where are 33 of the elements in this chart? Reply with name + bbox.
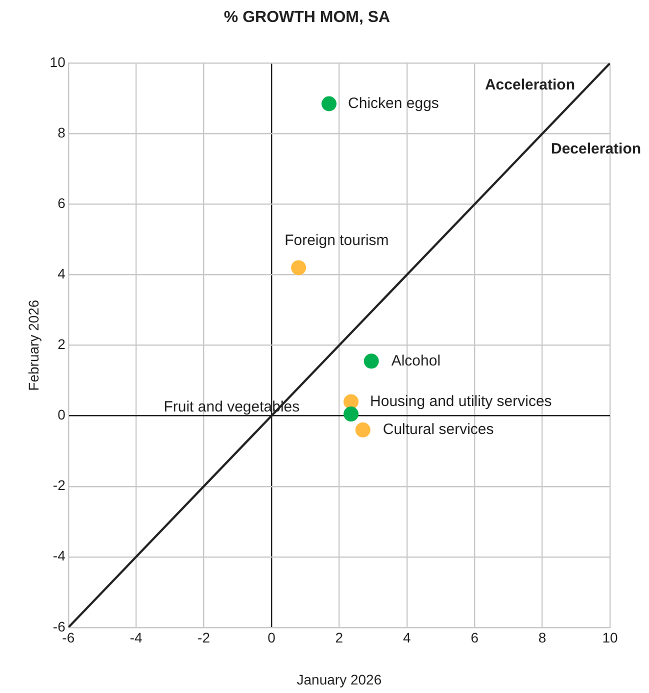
annotation: Chicken eggs <box>348 94 439 112</box>
y-tick-label: -6 <box>52 618 66 634</box>
point <box>322 96 337 112</box>
point <box>344 394 359 410</box>
point <box>291 260 306 276</box>
y-tick-label: 0 <box>58 406 66 423</box>
x-tick-label: 4 <box>402 630 411 646</box>
annotation: Acceleration <box>484 76 575 94</box>
point <box>355 422 370 438</box>
x-tick-label: 10 <box>602 630 618 646</box>
annotation: Housing and utility services <box>370 392 552 410</box>
annotation: Alcohol <box>391 352 441 370</box>
point <box>344 406 359 422</box>
annotation: Cultural services <box>382 421 494 438</box>
y-tick-label: 2 <box>58 336 66 352</box>
y-tick-label: 6 <box>58 195 66 212</box>
x-tick-label: 6 <box>470 630 479 646</box>
x-tick-label: -4 <box>130 630 143 646</box>
y-tick-label: 10 <box>50 54 66 70</box>
x-tick-label: 0 <box>268 630 276 646</box>
y-tick-label: -2 <box>52 477 66 494</box>
annotation: Deceleration <box>551 140 642 158</box>
x-tick-label: 2 <box>335 630 344 646</box>
y-tick-label: -4 <box>52 548 66 564</box>
x-tick-label: 8 <box>538 630 546 646</box>
point <box>364 354 379 369</box>
x-tick-label: -2 <box>198 630 210 646</box>
annotation: Foreign tourism <box>284 232 389 249</box>
y-axis-title: February 2026 <box>25 300 42 391</box>
chart-title: % GROWTH MOM, SA <box>224 9 391 26</box>
y-tick-label: 4 <box>58 266 66 282</box>
x-axis-title: January 2026 <box>296 671 382 688</box>
y-tick-label: 8 <box>58 124 66 141</box>
